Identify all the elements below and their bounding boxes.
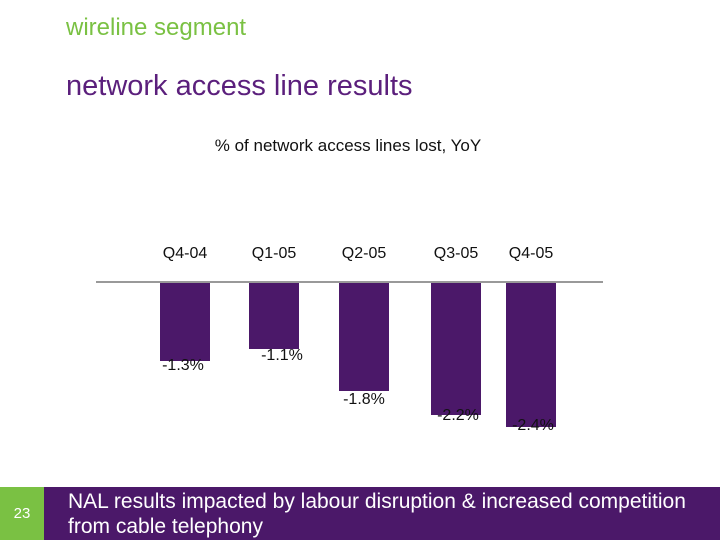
value-label: -2.2% xyxy=(437,407,479,424)
value-label: -1.1% xyxy=(261,347,303,364)
section-title: wireline segment xyxy=(66,14,247,41)
value-label: -1.8% xyxy=(343,391,385,408)
bar-q4-04 xyxy=(160,283,210,361)
category-label: Q3-05 xyxy=(434,245,479,262)
value-label: -2.4% xyxy=(512,417,554,434)
category-label: Q4-04 xyxy=(163,245,208,262)
bar-q2-05 xyxy=(339,283,389,391)
chart-title: % of network access lines lost, YoY xyxy=(215,136,481,155)
bar-q1-05 xyxy=(249,283,299,349)
page-number: 23 xyxy=(13,505,31,522)
category-label: Q1-05 xyxy=(252,245,297,262)
bar-q4-05 xyxy=(506,283,556,427)
category-label: Q2-05 xyxy=(342,245,387,262)
value-label: -1.3% xyxy=(162,357,204,374)
footer-bar: 23 NAL results impacted by labour disrup… xyxy=(0,487,720,540)
category-label: Q4-05 xyxy=(509,245,554,262)
page-number-box: 23 xyxy=(0,487,44,540)
bar-chart: % of network access lines lost, YoY Q4-0… xyxy=(96,136,603,434)
bar-q3-05 xyxy=(431,283,481,415)
footer-note: NAL results impacted by labour disruptio… xyxy=(68,490,686,538)
slide-title: network access line results xyxy=(66,70,413,102)
